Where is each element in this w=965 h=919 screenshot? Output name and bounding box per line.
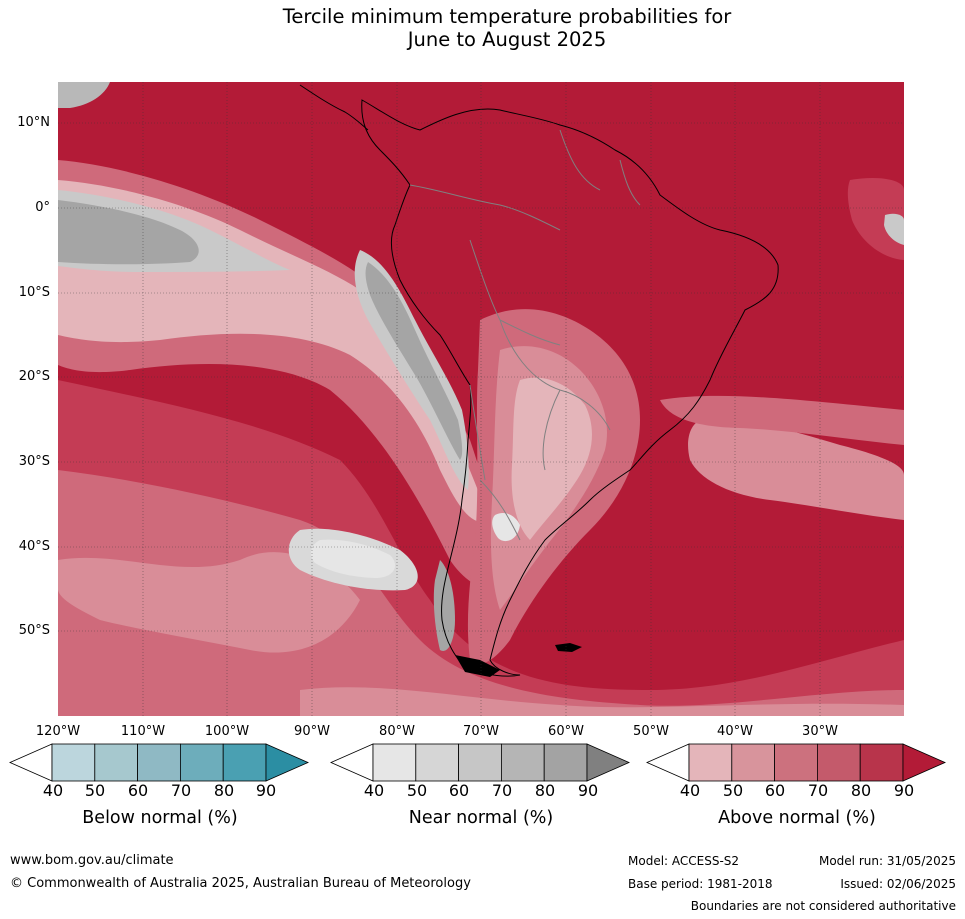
falklands [555,643,582,652]
below-colorbar-segment-2 [94,743,139,782]
lon-label-70W: 70°W [463,724,499,739]
near-80-patagonia [433,560,455,651]
above-colorbar-segment-2 [731,743,775,782]
near-colorbar-segment-2 [415,743,459,782]
country-borders [409,129,641,541]
lon-label-30W: 30°W [802,724,838,739]
below-colorbar-segment-3 [137,743,181,782]
above-50-interior [511,377,592,540]
south-america-outline [299,84,779,677]
below-tick-60: 60 [127,781,149,800]
above-tick-80: 80 [850,781,872,800]
above-colorbar-segment-4 [817,743,861,782]
above-colorbar-low-triangle [646,743,690,782]
model-text: Model: ACCESS-S2 [628,854,740,868]
below-colorbar-segment-5 [222,743,267,782]
above-60-atlantic [688,419,904,520]
lon-label-60W: 60°W [548,724,584,739]
below-tick-90: 90 [255,781,277,800]
above-tick-40: 40 [679,781,701,800]
below-colorbar-segment-1 [51,743,96,782]
near-colorbar-high-triangle [586,743,630,782]
above-80-atlantic-east [847,178,904,260]
below-colorbar-high-triangle [265,743,309,782]
near-70-corner [58,82,110,108]
above-tick-50: 50 [722,781,744,800]
above-60-lower [300,687,904,716]
lon-label-50W: 50°W [633,724,669,739]
above-tick-90: 90 [893,781,915,800]
near-80-pacific [58,200,199,265]
above-colorbar-segment-3 [774,743,818,782]
near-tick-60: 60 [448,781,470,800]
issued-text: Issued: 02/06/2025 [840,877,956,891]
lat-label-10N: 10°N [17,115,50,130]
gridlines [58,82,904,716]
below-colorbar-segment-4 [179,743,224,782]
lon-label-80W: 80°W [379,724,415,739]
website-link[interactable]: www.bom.gov.au/climate [10,853,174,868]
near-colorbar-segment-3 [458,743,502,782]
above-60-patches [58,552,360,653]
chart-title: Tercile minimum temperature probabilitie… [0,5,965,51]
near-colorbar-segment-4 [500,743,545,782]
above-tick-70: 70 [807,781,829,800]
tierra-del-fuego [455,655,500,677]
below-tick-40: 40 [42,781,64,800]
below-normal-title: Below normal (%) [82,808,238,828]
below-tick-50: 50 [84,781,106,800]
below-tick-70: 70 [170,781,192,800]
above-70-atlantic [660,395,904,445]
colorbar-near [330,743,630,782]
lon-label-40W: 40°W [717,724,753,739]
near-normal-title: Near normal (%) [408,808,554,828]
above-normal-title: Above normal (%) [718,808,876,828]
near-tick-90: 90 [577,781,599,800]
near-60-atlantic-east [884,213,904,245]
near-40-south-pacific [310,539,395,578]
near-colorbar-low-triangle [330,743,374,782]
lat-label-0: 0° [35,200,50,215]
near-tick-40: 40 [363,781,385,800]
near-tick-50: 50 [406,781,428,800]
central-america [299,84,369,131]
near-colorbar-segment-1 [372,743,417,782]
title-line-1: Tercile minimum temperature probabilitie… [282,5,732,28]
near-tick-70: 70 [491,781,513,800]
above-colorbar-segment-1 [688,743,733,782]
lat-label-40S: 40°S [18,539,50,554]
lat-label-10S: 10°S [18,285,50,300]
lon-label-110W: 110°W [120,724,166,739]
lon-label-100W: 100°W [204,724,250,739]
coastline [361,99,779,677]
map-field [58,82,904,716]
above-70-south-band [58,470,904,716]
above-colorbar-segment-5 [859,743,904,782]
lat-label-30S: 30°S [18,454,50,469]
near-colorbar-segment-5 [543,743,588,782]
title-line-2: June to August 2025 [407,28,607,51]
copyright-text: © Commonwealth of Australia 2025, Austra… [10,876,471,891]
disclaimer-text: Boundaries are not considered authoritat… [690,899,956,913]
near-40-interior [492,513,520,542]
colorbar-above [646,743,946,782]
below-colorbar-low-triangle [9,743,53,782]
lat-label-20S: 20°S [18,369,50,384]
above-tick-60: 60 [764,781,786,800]
near-tick-80: 80 [534,781,556,800]
lat-label-50S: 50°S [18,623,50,638]
above-colorbar-high-triangle [902,743,946,782]
model-run-text: Model run: 31/05/2025 [818,854,956,868]
colorbar-below [9,743,309,782]
lon-label-90W: 90°W [294,724,330,739]
below-tick-80: 80 [213,781,235,800]
near-80-coast-band [365,262,463,460]
lon-label-120W: 120°W [35,724,81,739]
base-period-text: Base period: 1981-2018 [628,877,773,891]
